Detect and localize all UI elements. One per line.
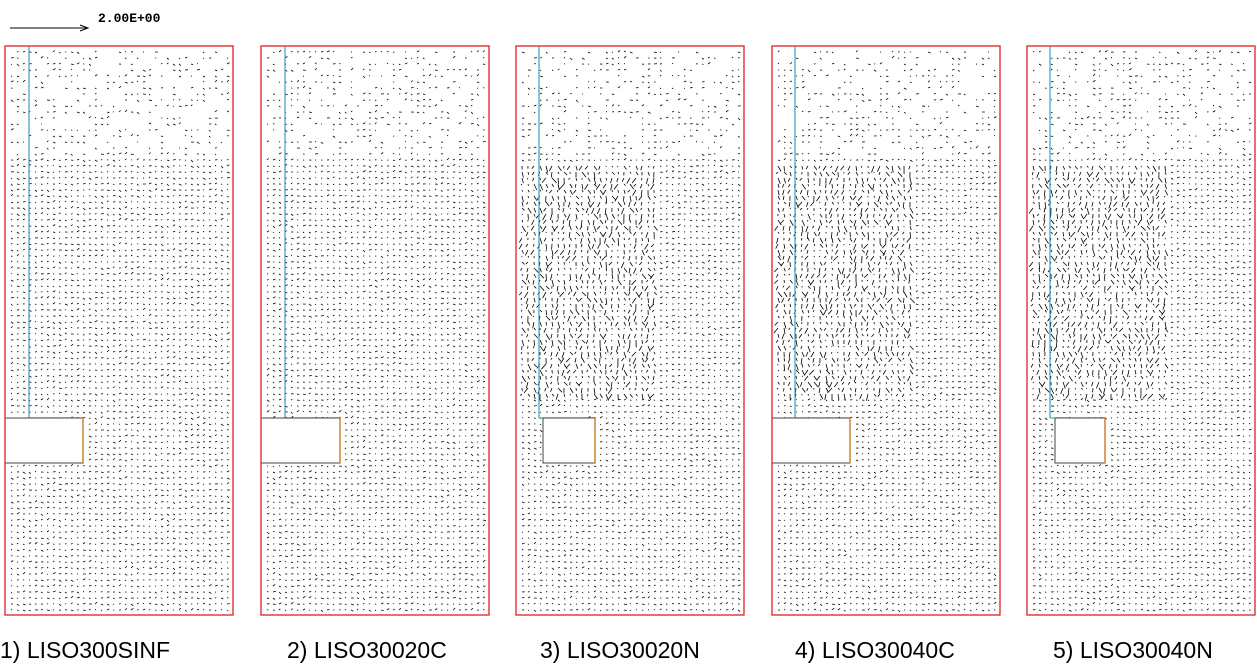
- block: [261, 418, 340, 463]
- vector-field: [519, 50, 741, 612]
- block: [1055, 418, 1105, 463]
- block: [5, 418, 83, 463]
- panel-frame: [1027, 46, 1255, 615]
- scale-label: 2.00E+00: [98, 11, 161, 26]
- panel-caption: 4) LISO30040C: [795, 637, 955, 663]
- panel-frame: [5, 46, 233, 615]
- panel-frame: [516, 46, 744, 615]
- page: 2.00E+00 1) LISO300SINF 2) LISO30020C 3) L…: [0, 0, 1257, 672]
- panel-frame: [261, 46, 489, 615]
- figure: 2.00E+00 1) LISO300SINF 2) LISO30020C 3) L…: [0, 0, 1257, 672]
- vector-field: [774, 51, 997, 612]
- panel-caption: 3) LISO30020N: [540, 637, 700, 663]
- vector-field: [1029, 50, 1252, 611]
- block: [772, 418, 850, 463]
- block: [543, 418, 595, 463]
- panel-caption: 2) LISO30020C: [287, 637, 447, 663]
- vector-field: [11, 50, 230, 611]
- panel-caption: 1) LISO300SINF: [0, 637, 170, 663]
- panel-caption: 5) LISO30040N: [1053, 637, 1213, 663]
- vector-field: [267, 50, 486, 612]
